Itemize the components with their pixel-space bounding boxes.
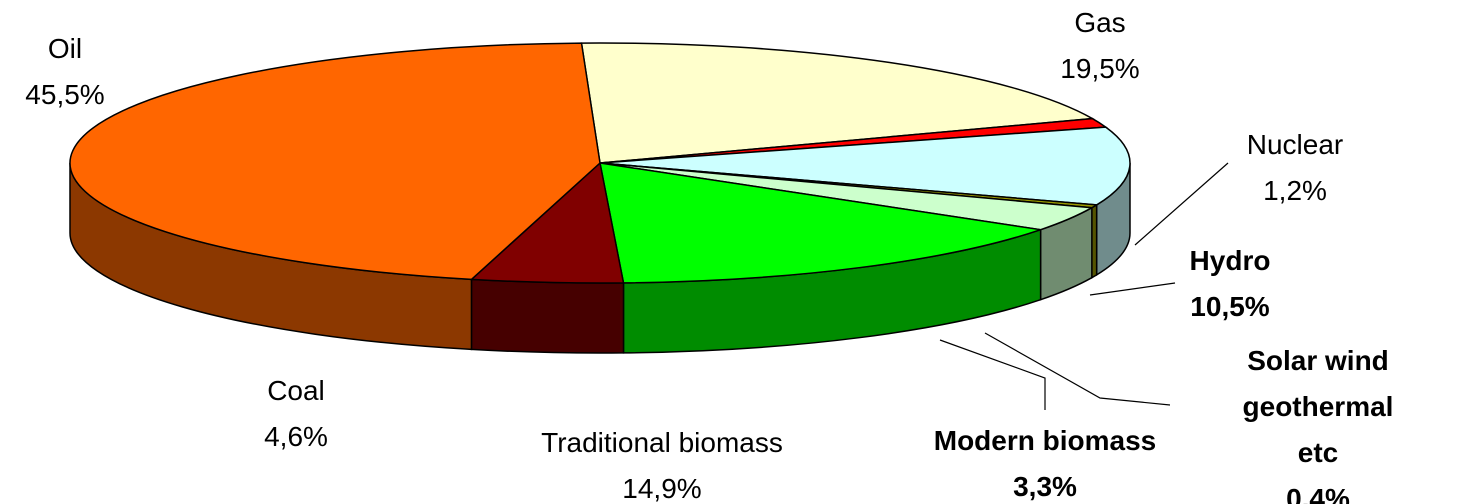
category-label: Coal xyxy=(267,375,325,406)
slice xyxy=(599,126,1131,206)
leader-line xyxy=(939,339,1046,410)
slice-label: Gas 19,5% xyxy=(1060,0,1139,92)
slice xyxy=(599,162,1041,284)
category-label: Modern biomass xyxy=(933,425,1157,456)
slice-label: Nuclear 1,2% xyxy=(1247,122,1343,214)
slice-label: Hydro 10,5% xyxy=(1190,238,1271,330)
value-label: 14,9% xyxy=(622,473,702,504)
value-label: 10,5% xyxy=(1190,291,1270,322)
slice-label: Solar wind geothermal etc 0,4% xyxy=(1223,338,1413,504)
value-label: 0,4% xyxy=(1286,483,1350,504)
slice-label: Traditional biomass 14,9% xyxy=(541,420,783,504)
leader-line xyxy=(984,332,1171,406)
category-label: Traditional biomass xyxy=(541,427,783,458)
leader-line xyxy=(1089,282,1176,296)
category-label: Nuclear xyxy=(1246,129,1344,160)
value-label: 4,6% xyxy=(264,421,328,452)
value-label: 45,5% xyxy=(25,79,105,110)
category-label: Oil xyxy=(47,33,83,64)
slice xyxy=(580,42,1095,164)
leader-line xyxy=(1134,162,1229,246)
value-label: 1,2% xyxy=(1263,175,1327,206)
value-label: 3,3% xyxy=(1013,471,1077,502)
slice-label: Modern biomass 3,3% xyxy=(934,418,1156,504)
category-label: Hydro xyxy=(1189,245,1271,276)
category-label: Solar wind geothermal etc xyxy=(1242,345,1394,468)
slice-side xyxy=(470,278,625,354)
slice-label: Coal 4,6% xyxy=(264,368,328,460)
category-label: Gas xyxy=(1074,7,1126,38)
slice-label: Oil 45,5% xyxy=(25,26,104,118)
value-label: 19,5% xyxy=(1060,53,1140,84)
slice xyxy=(69,42,601,281)
